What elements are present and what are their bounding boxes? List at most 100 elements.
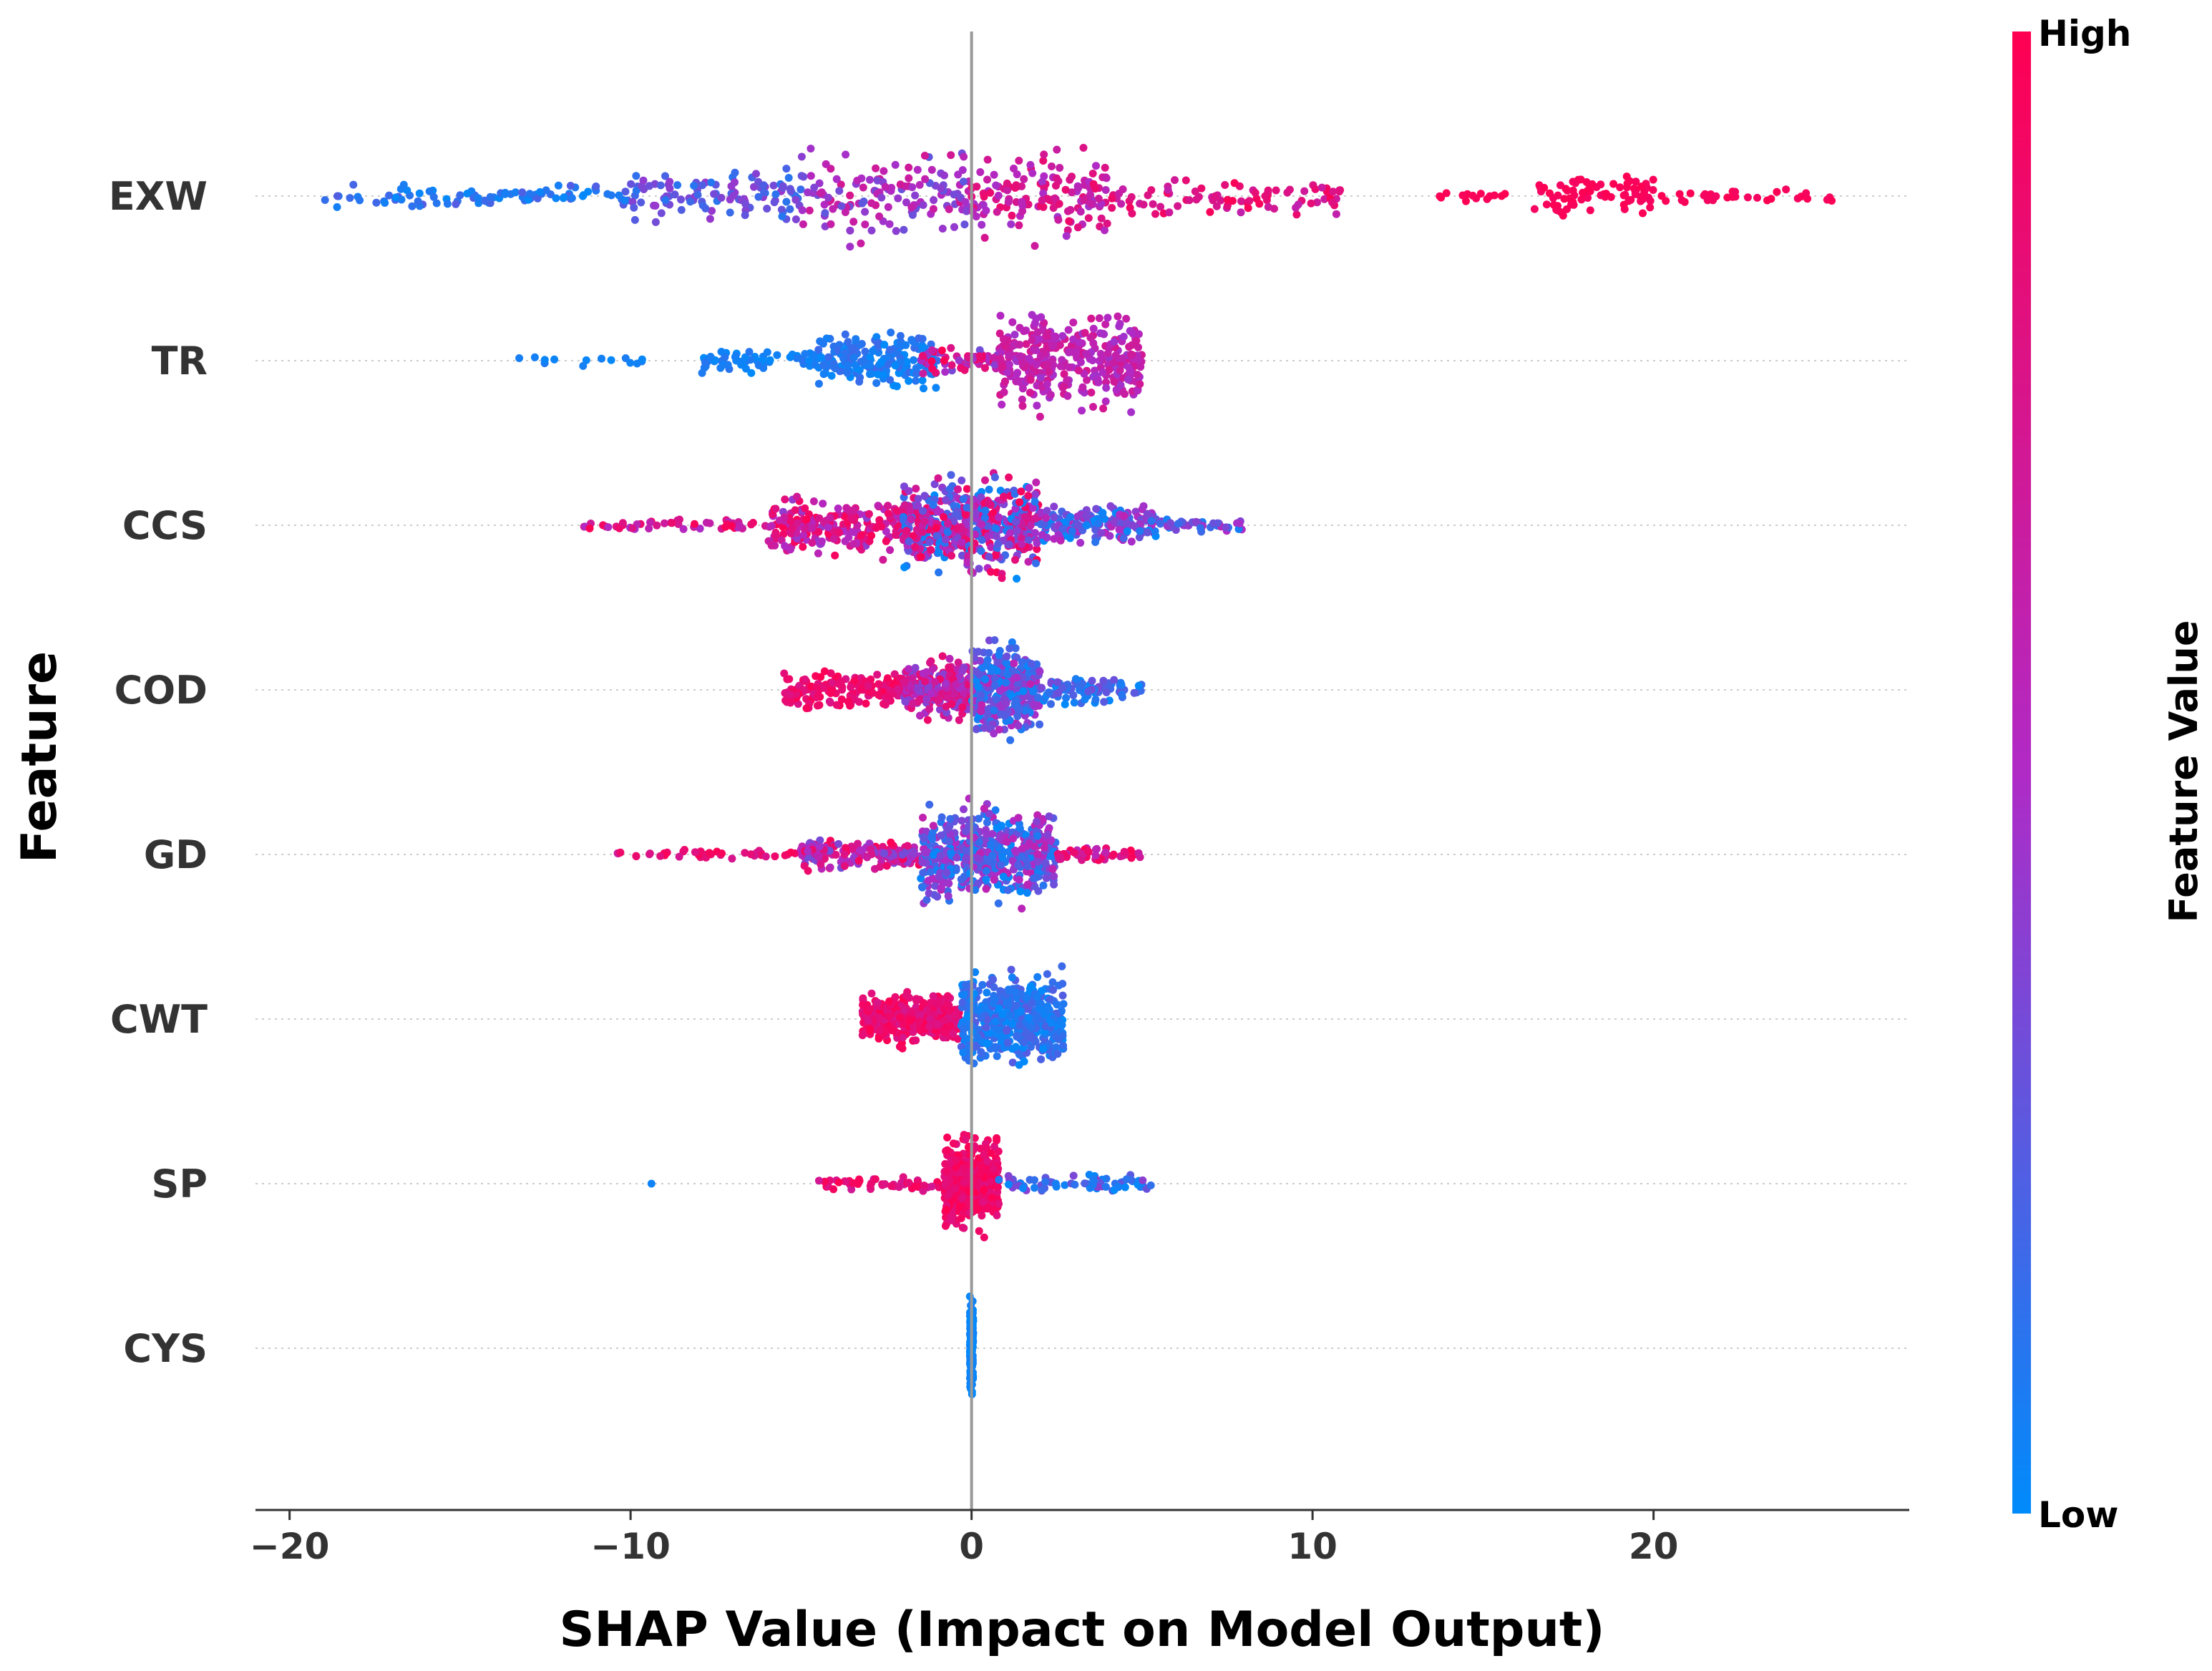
point-cod <box>890 670 899 678</box>
point-exw <box>524 195 532 204</box>
point-ccs <box>929 501 937 509</box>
point-cwt <box>1039 1045 1048 1053</box>
point-gd <box>982 867 990 875</box>
point-exw <box>846 191 854 200</box>
point-tr <box>996 311 1005 320</box>
point-ccs <box>801 504 809 512</box>
point-tr <box>1102 378 1110 386</box>
point-ccs <box>867 531 876 540</box>
point-tr <box>855 377 864 386</box>
point-ccs <box>771 532 779 540</box>
point-cod <box>1036 667 1044 676</box>
point-ccs <box>902 527 911 535</box>
point-gd <box>1120 847 1129 856</box>
point-exw <box>1632 177 1640 186</box>
point-tr <box>817 353 826 361</box>
point-ccs <box>919 507 927 515</box>
point-cwt <box>1008 1058 1017 1067</box>
point-exw <box>1211 192 1219 200</box>
point-exw <box>1185 196 1194 205</box>
point-cod <box>925 705 934 713</box>
point-cwt <box>896 1013 905 1022</box>
point-gd <box>919 869 927 877</box>
point-cwt <box>1037 1055 1046 1063</box>
point-ccs <box>1083 521 1091 530</box>
point-cwt <box>995 1026 1003 1034</box>
point-tr <box>598 354 605 363</box>
point-ccs <box>920 517 929 525</box>
point-tr <box>1043 380 1051 389</box>
point-gd <box>815 842 824 851</box>
point-exw <box>1056 164 1064 172</box>
point-gd <box>982 826 990 834</box>
point-exw <box>1066 175 1074 184</box>
point-cwt <box>1013 1001 1021 1010</box>
point-cwt <box>1012 1043 1020 1051</box>
point-cod <box>995 726 1003 734</box>
point-cwt <box>963 1012 972 1020</box>
point-ccs <box>958 538 966 547</box>
point-ccs <box>990 473 999 482</box>
point-exw <box>1055 200 1063 208</box>
point-cwt <box>960 990 968 999</box>
point-ccs <box>992 525 1000 533</box>
point-gd <box>982 875 990 884</box>
point-cod <box>935 696 943 704</box>
point-exw <box>1329 187 1338 196</box>
point-ccs <box>1031 529 1039 537</box>
point-gd <box>994 899 1003 907</box>
point-cwt <box>954 1035 963 1043</box>
point-exw <box>849 218 858 226</box>
point-cwt <box>959 1048 968 1057</box>
point-cod <box>827 669 835 678</box>
point-tr <box>1020 327 1028 336</box>
point-exw <box>1039 189 1048 198</box>
point-exw <box>567 194 576 203</box>
point-exw <box>657 209 666 218</box>
point-gd <box>728 854 736 863</box>
point-ccs <box>959 495 968 503</box>
point-sp <box>847 1185 856 1194</box>
point-exw <box>1004 198 1013 206</box>
point-tr <box>1098 368 1107 376</box>
point-tr <box>1087 389 1096 396</box>
point-exw <box>1108 204 1116 212</box>
point-gd <box>1018 852 1026 861</box>
point-exw <box>1743 193 1752 202</box>
point-cod <box>1088 676 1096 685</box>
point-cod <box>1014 680 1022 688</box>
feature-label-tr: TR <box>152 338 208 384</box>
point-gd <box>935 872 943 881</box>
point-cwt <box>1058 980 1067 988</box>
point-tr <box>1033 328 1042 336</box>
point-ccs <box>975 565 983 573</box>
point-ccs <box>1006 529 1015 537</box>
point-cwt <box>990 983 998 991</box>
point-cod <box>1011 644 1020 653</box>
point-ccs <box>944 519 952 527</box>
point-exw <box>661 196 670 204</box>
point-tr <box>792 354 801 362</box>
point-gd <box>998 822 1005 830</box>
point-tr <box>804 356 813 365</box>
point-cod <box>916 711 924 720</box>
point-exw <box>963 207 971 215</box>
point-exw <box>1101 226 1109 235</box>
point-cwt <box>1007 965 1015 974</box>
point-sp <box>881 1180 889 1189</box>
feature-label-cys: CYS <box>123 1326 208 1371</box>
point-gd <box>817 860 825 869</box>
point-cod <box>1091 696 1100 704</box>
point-exw <box>729 191 738 200</box>
point-tr <box>1069 318 1078 327</box>
point-gd <box>980 804 988 813</box>
point-exw <box>880 167 888 175</box>
point-tr <box>550 355 559 364</box>
point-sp <box>949 1139 958 1148</box>
point-exw <box>887 183 896 192</box>
point-exw <box>902 198 910 207</box>
point-exw <box>536 187 544 196</box>
point-exw <box>752 170 760 178</box>
point-gd <box>931 882 940 890</box>
